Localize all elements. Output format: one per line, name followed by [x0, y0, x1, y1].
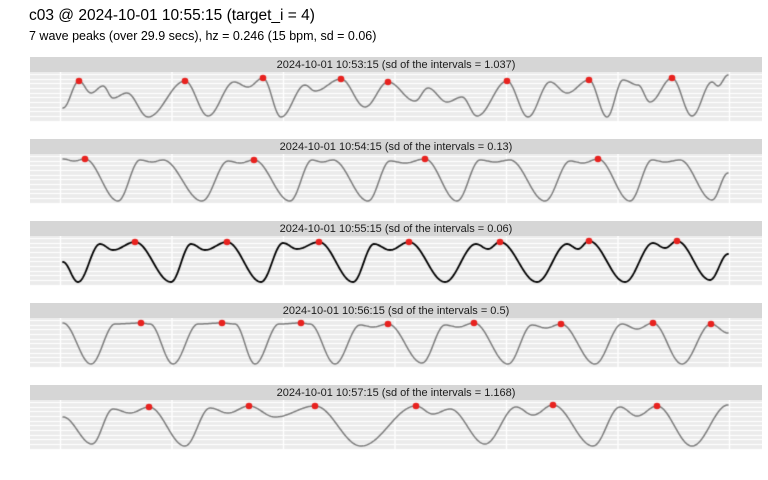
- wave-canvas: [30, 72, 762, 122]
- facet-panel: 2024-10-01 10:55:15 (sd of the intervals…: [30, 221, 762, 286]
- facet-strip: 2024-10-01 10:53:15 (sd of the intervals…: [30, 57, 762, 72]
- wave-canvas: [30, 318, 762, 368]
- facet-strip-label: 2024-10-01 10:53:15 (sd of the intervals…: [276, 58, 516, 71]
- facet-strip: 2024-10-01 10:57:15 (sd of the intervals…: [30, 385, 762, 400]
- figure-title: c03 @ 2024-10-01 10:55:15 (target_i = 4): [29, 7, 315, 24]
- facet-strip-label: 2024-10-01 10:55:15 (sd of the intervals…: [279, 222, 513, 235]
- figure-subtitle: 7 wave peaks (over 29.9 secs), hz = 0.24…: [29, 29, 377, 43]
- wave-canvas: [30, 400, 762, 450]
- facet-strip: 2024-10-01 10:54:15 (sd of the intervals…: [30, 139, 762, 154]
- facet-panel: 2024-10-01 10:53:15 (sd of the intervals…: [30, 57, 762, 122]
- facet-panel: 2024-10-01 10:56:15 (sd of the intervals…: [30, 303, 762, 368]
- facet-panel: 2024-10-01 10:57:15 (sd of the intervals…: [30, 385, 762, 450]
- facet-strip-label: 2024-10-01 10:54:15 (sd of the intervals…: [279, 140, 513, 153]
- wave-canvas: [30, 154, 762, 204]
- facet-strip-label: 2024-10-01 10:57:15 (sd of the intervals…: [276, 386, 516, 399]
- facet-strip: 2024-10-01 10:56:15 (sd of the intervals…: [30, 303, 762, 318]
- facet-panel: 2024-10-01 10:54:15 (sd of the intervals…: [30, 139, 762, 204]
- facet-strip: 2024-10-01 10:55:15 (sd of the intervals…: [30, 221, 762, 236]
- wave-canvas: [30, 236, 762, 286]
- facet-strip-label: 2024-10-01 10:56:15 (sd of the intervals…: [282, 304, 510, 317]
